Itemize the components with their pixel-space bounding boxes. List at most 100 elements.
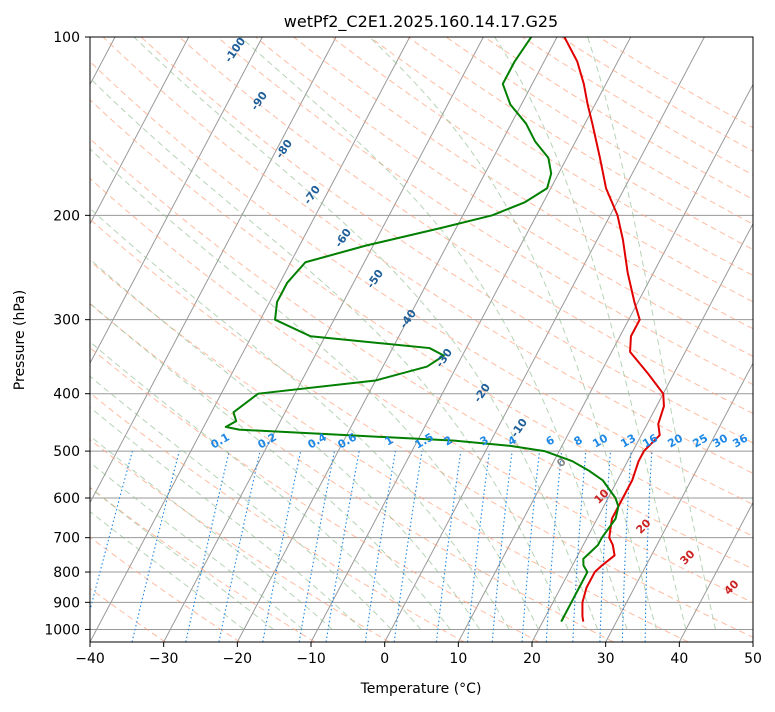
isotherm-line: [531, 222, 753, 642]
moist-adiabat-line: [90, 341, 422, 630]
mixing-ratio-label: 3: [478, 433, 491, 448]
isotherm-line: [310, 37, 632, 642]
mixing-ratio-line: [393, 451, 423, 642]
dry-adiabat-line: [90, 99, 753, 537]
isotherm-line: [236, 37, 558, 642]
dry-adiabat-line: [90, 486, 315, 642]
y-tick-label: 600: [53, 491, 80, 507]
isotherm-line: [163, 37, 484, 642]
mixing-ratio-label: 8: [572, 433, 585, 448]
y-tick-label: 200: [53, 208, 80, 224]
x-tick-label: 0: [380, 651, 389, 667]
mixing-ratio-label: 36: [730, 431, 750, 450]
mixing-ratio-line: [262, 450, 302, 642]
dry-adiabat-line: [90, 137, 753, 570]
isotherm-line: [90, 37, 190, 225]
moist-adiabat-line: [90, 302, 451, 630]
dry-adiabat-line: [90, 438, 390, 642]
mixing-ratio-label: 16: [640, 431, 660, 450]
x-tick-label: 30: [597, 651, 615, 667]
mixing-ratio-line: [521, 451, 541, 642]
y-tick-label: 500: [53, 444, 80, 460]
isotherm-line: [678, 501, 753, 642]
x-tick-label: 50: [744, 651, 762, 667]
moist-adiabat-label: -50: [364, 267, 386, 291]
isotherm-line: [384, 37, 705, 642]
chart-title: wetPf2_C2E1.2025.160.14.17.G25: [284, 12, 558, 32]
moist-adiabat-line: [90, 375, 392, 630]
temperature-profile-line: [563, 37, 665, 622]
moist-adiabat-line: [133, 37, 599, 630]
dry-adiabat-line: [216, 37, 753, 386]
mixing-ratio-label: 0.2: [256, 430, 279, 451]
moist-adiabat-label: -90: [248, 89, 270, 113]
y-tick-label: 700: [53, 531, 80, 547]
y-axis-label: Pressure (hPa): [12, 290, 28, 390]
x-tick-label: 20: [523, 651, 541, 667]
mixing-ratio-line: [435, 451, 462, 642]
mixing-ratio-label: 30: [710, 431, 730, 450]
dry-adiabat-line: [90, 587, 166, 642]
mixing-ratio-line: [466, 451, 490, 642]
moist-adiabat-label: -30: [433, 346, 455, 370]
mixing-ratio-line: [364, 451, 396, 642]
isotherm-line: [90, 37, 337, 504]
mixing-ratio-label: 0.6: [336, 430, 360, 451]
dry-adiabat-line: [559, 37, 753, 152]
mixing-ratio-label: 6: [544, 433, 557, 448]
mixing-ratio-line: [90, 450, 133, 613]
x-tick-label: −30: [149, 651, 179, 667]
plot-frame: [89, 36, 754, 643]
moist-adiabat-label: -20: [471, 381, 493, 405]
mixing-ratio-label: 1.5: [413, 430, 436, 451]
moist-adiabat-label: -70: [301, 183, 323, 207]
mixing-ratio-line: [491, 451, 513, 642]
dry-adiabat-line: [90, 260, 689, 642]
moist-adiabat-label: -40: [397, 307, 419, 331]
y-tick-label: 300: [53, 313, 80, 329]
dry-adiabat-line: [102, 37, 753, 474]
moist-adiabat-line: [90, 148, 540, 630]
mixing-ratio-line: [325, 450, 360, 642]
moist-adiabat-line: [240, 37, 628, 630]
dry-adiabat-line: [90, 60, 753, 505]
mixing-ratio-line: [545, 451, 563, 642]
mixing-ratio-label: 0.1: [209, 430, 232, 451]
moist-adiabat-line: [90, 258, 481, 630]
isotherm-line: [605, 362, 753, 642]
moist-adiabat-line: [369, 37, 657, 630]
x-tick-label: −10: [296, 651, 326, 667]
dry-adiabat-label: 20: [634, 516, 654, 536]
isotherm-line: [752, 640, 753, 642]
moist-adiabat-line: [90, 435, 333, 630]
moist-adiabat-line: [587, 37, 716, 630]
x-tick-label: 40: [670, 651, 688, 667]
x-axis-label: Temperature (°C): [360, 681, 482, 697]
dry-adiabat-label: 40: [722, 577, 742, 597]
isotherm-line: [90, 37, 263, 365]
moist-adiabat-line: [494, 37, 687, 630]
dry-adiabat-line: [90, 303, 614, 642]
moist-adiabat-line: [90, 510, 245, 630]
y-tick-label: 1000: [44, 622, 80, 638]
moist-adiabat-line: [90, 207, 510, 630]
dry-adiabat-line: [521, 37, 753, 176]
mixing-ratio-label: 25: [690, 432, 710, 451]
mixing-ratio-line: [185, 450, 230, 642]
y-tick-label: 800: [53, 565, 80, 581]
mixing-ratio-line: [131, 450, 180, 642]
dry-adiabat-line: [90, 177, 753, 604]
y-tick-label: 400: [53, 387, 80, 403]
moist-adiabat-line: [90, 461, 304, 630]
moist-adiabat-line: [90, 77, 569, 630]
dry-adiabat-line: [330, 37, 753, 303]
dry-adiabat-label: 30: [678, 547, 698, 567]
dewpoint-profile-line: [224, 37, 620, 623]
mixing-ratio-label: 20: [665, 431, 685, 450]
x-tick-label: 10: [449, 651, 467, 667]
dry-adiabat-line: [90, 347, 540, 642]
x-tick-label: −20: [223, 651, 253, 667]
y-tick-label: 100: [53, 30, 80, 46]
